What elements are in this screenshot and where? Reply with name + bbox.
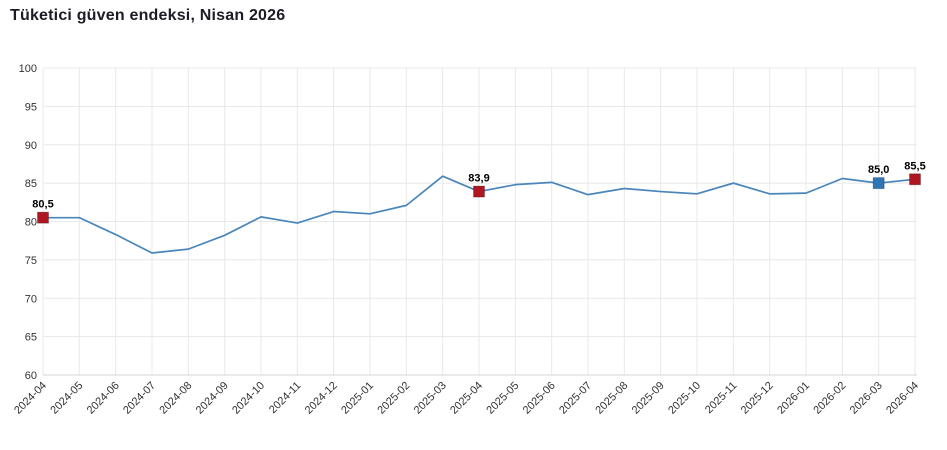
x-tick-label: 2025-02 [375, 380, 412, 417]
chart-title: Tüketici güven endeksi, Nisan 2026 [10, 7, 286, 24]
x-tick-label: 2024-04 [12, 380, 49, 417]
x-tick-label: 2026-01 [775, 380, 812, 417]
y-tick-label: 95 [25, 101, 37, 113]
marked-points: 80,5 83,9 85,0 85,5 [32, 160, 926, 224]
line-chart-svg: 60 65 70 75 80 85 90 95 100 2024-04 2024-05 2024-06… [12, 63, 926, 417]
x-tick-label: 2024-09 [194, 380, 231, 417]
data-point-label: 85,5 [904, 160, 925, 172]
x-tick-label: 2025-12 [739, 380, 776, 417]
x-tick-label: 2025-04 [448, 380, 485, 417]
y-tick-label: 85 [25, 178, 37, 190]
y-tick-label: 70 [25, 293, 37, 305]
y-tick-label: 65 [25, 332, 37, 344]
x-tick-label: 2024-08 [157, 380, 194, 417]
y-tick-label: 90 [25, 140, 37, 152]
x-tick-label: 2025-10 [666, 380, 703, 417]
data-point-marker[interactable] [909, 173, 921, 186]
y-tick-label: 60 [25, 370, 37, 382]
x-tick-label: 2025-01 [339, 380, 376, 417]
y-tick-label: 80 [25, 217, 37, 229]
data-point-label: 85,0 [868, 164, 889, 176]
x-tick-label: 2025-05 [484, 380, 521, 417]
data-point-marker[interactable] [37, 211, 49, 224]
x-tick-label: 2024-07 [121, 380, 158, 417]
data-point-marker[interactable] [872, 177, 885, 190]
x-axis-labels: 2024-04 2024-05 2024-06 2024-07 2024-08 2024-… [12, 380, 921, 417]
x-tick-label: 2024-10 [230, 380, 267, 417]
x-tick-label: 2026-02 [811, 380, 848, 417]
x-tick-label: 2025-09 [630, 380, 667, 417]
x-tick-label: 2024-11 [267, 380, 303, 416]
x-tick-label: 2026-03 [848, 380, 885, 417]
data-point-label: 80,5 [32, 199, 53, 211]
x-tick-label: 2025-11 [703, 380, 739, 416]
y-axis-labels: 60 65 70 75 80 85 90 95 100 [19, 63, 37, 382]
gridlines [42, 67, 917, 376]
x-tick-label: 2024-06 [85, 380, 122, 417]
x-tick-label: 2025-06 [521, 380, 558, 417]
consumer-confidence-chart[interactable]: 60 65 70 75 80 85 90 95 100 2024-04 2024-05 2024-06… [0, 40, 947, 450]
data-point-marker[interactable] [473, 185, 485, 198]
data-point-label: 83,9 [468, 173, 489, 185]
x-tick-label: 2026-04 [884, 380, 921, 417]
x-tick-label: 2025-07 [557, 380, 594, 417]
y-tick-label: 100 [19, 63, 37, 75]
x-tick-label: 2024-05 [48, 380, 85, 417]
x-tick-label: 2025-03 [412, 380, 449, 417]
x-tick-label: 2025-08 [593, 380, 630, 417]
x-tick-label: 2024-12 [303, 380, 340, 417]
y-tick-label: 75 [25, 255, 37, 267]
